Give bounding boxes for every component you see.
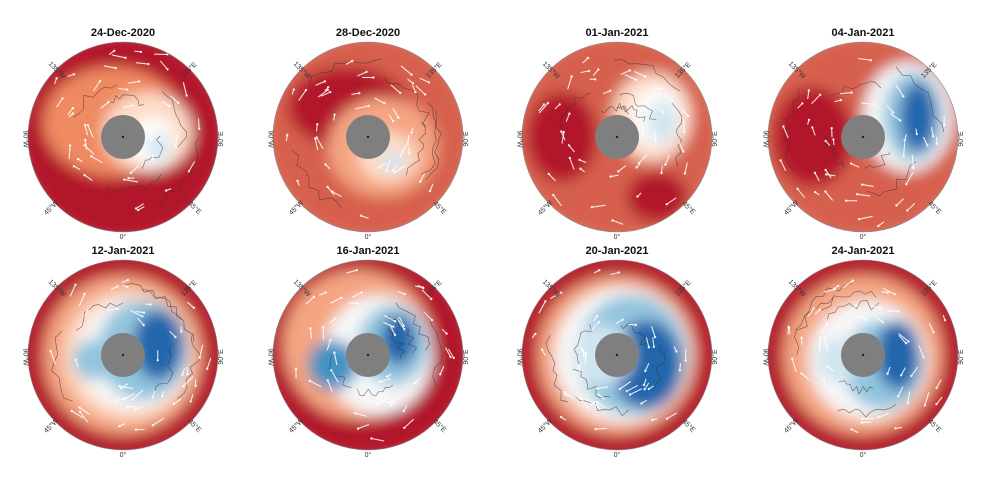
- wind-arrow: [199, 119, 200, 129]
- longitude-label: 0°: [365, 451, 372, 459]
- longitude-label: 90°W: [515, 348, 523, 366]
- longitude-label: 90°E: [217, 349, 225, 365]
- contour-field: [527, 92, 597, 182]
- longitude-label: 0°: [365, 233, 372, 241]
- longitude-label: 45°E: [431, 418, 448, 435]
- panel-title: 12-Jan-2021: [92, 245, 155, 257]
- longitude-label: 90°E: [711, 131, 719, 147]
- longitude-label: 90°W: [266, 348, 274, 366]
- longitude-label: 90°W: [761, 130, 769, 148]
- longitude-label: 45°E: [926, 418, 943, 435]
- longitude-label: 90°W: [266, 130, 274, 148]
- longitude-label: 45°E: [431, 200, 448, 217]
- contour-field: [627, 172, 687, 222]
- longitude-label: 90°W: [761, 348, 769, 366]
- longitude-label: 90°W: [21, 348, 29, 366]
- longitude-label: 0°: [120, 451, 127, 459]
- wind-arrow: [888, 311, 899, 312]
- panel-title: 24-Jan-2021: [832, 245, 895, 257]
- wind-arrow: [819, 338, 820, 352]
- panel-title: 24-Dec-2020: [91, 27, 155, 39]
- longitude-label: 90°E: [217, 131, 225, 147]
- longitude-label: 90°E: [957, 349, 965, 365]
- longitude-label: 0°: [614, 451, 621, 459]
- longitude-label: 45°E: [680, 200, 697, 217]
- longitude-label: 90°E: [462, 349, 470, 365]
- longitude-label: 90°E: [711, 349, 719, 365]
- contour-field: [146, 133, 170, 161]
- longitude-label: 0°: [860, 451, 867, 459]
- contour-field: [647, 100, 677, 144]
- longitude-label: 45°E: [926, 200, 943, 217]
- panel-title: 01-Jan-2021: [586, 27, 649, 39]
- panel-title: 16-Jan-2021: [337, 245, 400, 257]
- panel-title: 04-Jan-2021: [832, 27, 895, 39]
- panel-title: 28-Dec-2020: [336, 27, 400, 39]
- longitude-label: 45°E: [186, 200, 203, 217]
- longitude-label: 90°W: [515, 130, 523, 148]
- longitude-label: 90°E: [957, 131, 965, 147]
- longitude-label: 90°W: [21, 130, 29, 148]
- longitude-label: 0°: [860, 233, 867, 241]
- wind-arrow: [862, 422, 872, 423]
- longitude-label: 45°E: [186, 418, 203, 435]
- longitude-label: 45°E: [680, 418, 697, 435]
- contour-field: [900, 82, 936, 152]
- wind-arrow: [348, 303, 358, 304]
- panel-title: 20-Jan-2021: [586, 245, 649, 257]
- longitude-label: 0°: [614, 233, 621, 241]
- wind-arrow: [127, 407, 137, 408]
- wind-arrow: [596, 428, 607, 429]
- longitude-label: 90°E: [462, 131, 470, 147]
- longitude-label: 0°: [120, 233, 127, 241]
